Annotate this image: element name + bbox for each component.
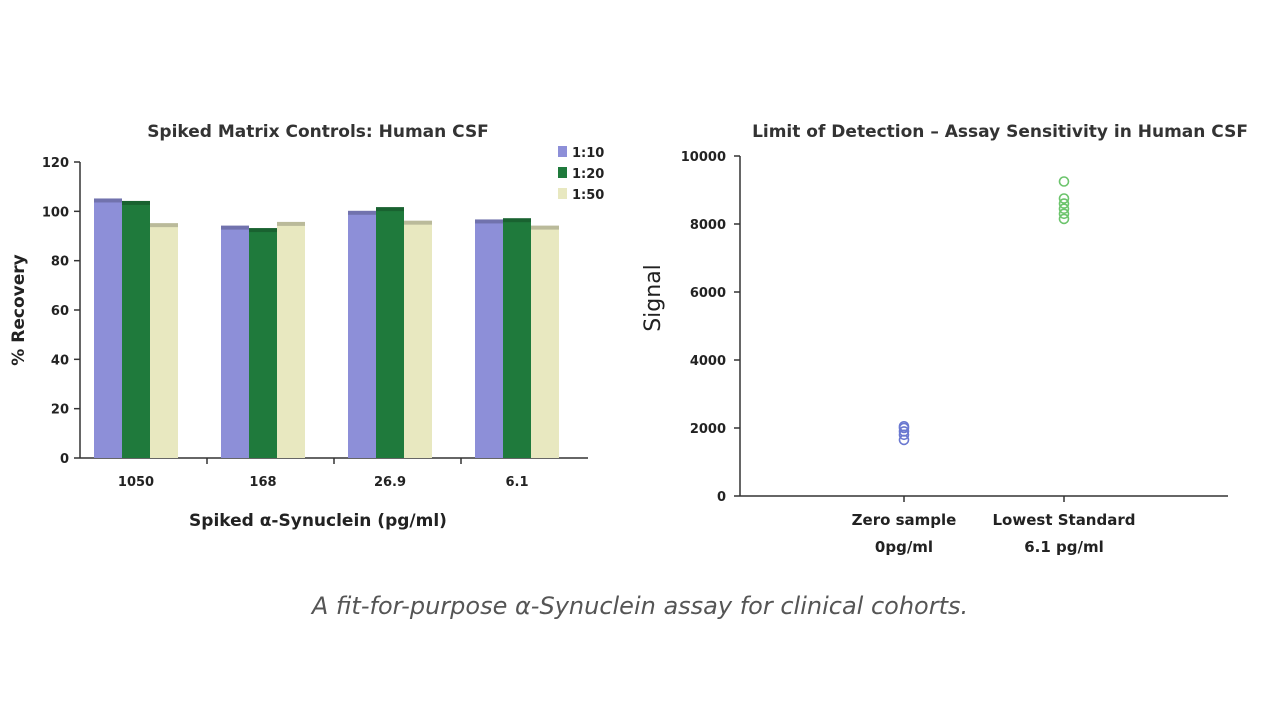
- chart-title: Spiked Matrix Controls: Human CSF: [147, 122, 489, 142]
- bar-top-edge: [249, 228, 277, 233]
- legend-label: 1:50: [572, 188, 604, 203]
- bar-1-10-1050: [94, 201, 122, 458]
- bar-top-edge: [122, 200, 150, 205]
- data-point: [1058, 176, 1070, 187]
- y-tick-label: 2000: [690, 422, 726, 437]
- legend-label: 1:10: [572, 146, 604, 161]
- bar-1-20-1050: [122, 203, 150, 458]
- bar-1-20-26.9: [376, 210, 404, 458]
- y-tick-label: 6000: [690, 286, 726, 301]
- recovery-bar-chart: Spiked Matrix Controls: Human CSF 0 20 40 60…: [9, 122, 604, 531]
- y-tick-label: 40: [51, 353, 69, 368]
- figure-caption: A fit-for-purpose α-Synuclein assay for …: [311, 592, 969, 620]
- data-point: [1058, 208, 1070, 220]
- bar-1-50-1050: [150, 226, 178, 458]
- y-tick-label: 120: [42, 156, 69, 171]
- data-point: [898, 426, 910, 437]
- bar-top-edge: [531, 225, 559, 230]
- bar-1-20-6.1: [503, 221, 531, 458]
- bar-top-edge: [348, 210, 376, 215]
- data-point: [1058, 193, 1070, 204]
- bar-1-50-6.1: [531, 228, 559, 458]
- bar-1-10-168: [221, 228, 249, 458]
- data-point: [1058, 198, 1070, 209]
- x-axis-label: Spiked α-Synuclein (pg/ml): [189, 511, 447, 531]
- lod-scatter-chart: Limit of Detection – Assay Sensitivity i…: [641, 122, 1248, 556]
- x-tick-label: Zero sample: [852, 511, 957, 529]
- y-tick-label: 80: [51, 255, 69, 270]
- x-tick-label: 26.9: [374, 475, 406, 490]
- bar-top-edge: [150, 223, 178, 228]
- y-tick-label: 0: [60, 452, 69, 467]
- y-tick-label: 0: [717, 490, 726, 505]
- y-tick-label: 4000: [690, 354, 726, 369]
- x-tick-label: 6.1 pg/ml: [1024, 538, 1104, 556]
- y-tick-label: 10000: [681, 150, 726, 165]
- x-tick-label: 168: [249, 475, 276, 490]
- bar-top-edge: [503, 218, 531, 223]
- legend-label: 1:20: [572, 167, 604, 182]
- y-axis-label: Signal: [641, 264, 666, 332]
- chart-title: Limit of Detection – Assay Sensitivity i…: [752, 122, 1248, 142]
- legend-swatch: [558, 188, 567, 199]
- bar-top-edge: [404, 220, 432, 225]
- legend-swatch: [558, 167, 567, 178]
- bar-1-10-26.9: [348, 213, 376, 458]
- y-tick-label: 100: [42, 205, 69, 220]
- x-tick-label: 1050: [118, 475, 154, 490]
- bar-top-edge: [475, 219, 503, 224]
- data-point: [1058, 203, 1070, 214]
- bar-top-edge: [277, 221, 305, 226]
- y-axis-label: % Recovery: [9, 254, 29, 365]
- x-tick-label: Lowest Standard: [993, 511, 1136, 529]
- x-tick-label: 0pg/ml: [875, 538, 933, 556]
- x-tick-label: 6.1: [505, 475, 528, 490]
- bar-1-20-168: [249, 231, 277, 458]
- bar-top-edge: [94, 198, 122, 203]
- bar-1-10-6.1: [475, 222, 503, 458]
- bar-1-50-26.9: [404, 223, 432, 458]
- data-point: [1058, 213, 1070, 225]
- bar-top-edge: [221, 225, 249, 230]
- y-tick-label: 60: [51, 304, 69, 319]
- legend-swatch: [558, 146, 567, 157]
- bar-1-50-168: [277, 224, 305, 458]
- bar-top-edge: [376, 207, 404, 212]
- y-tick-label: 8000: [690, 218, 726, 233]
- y-tick-label: 20: [51, 403, 69, 418]
- data-point: [898, 420, 910, 432]
